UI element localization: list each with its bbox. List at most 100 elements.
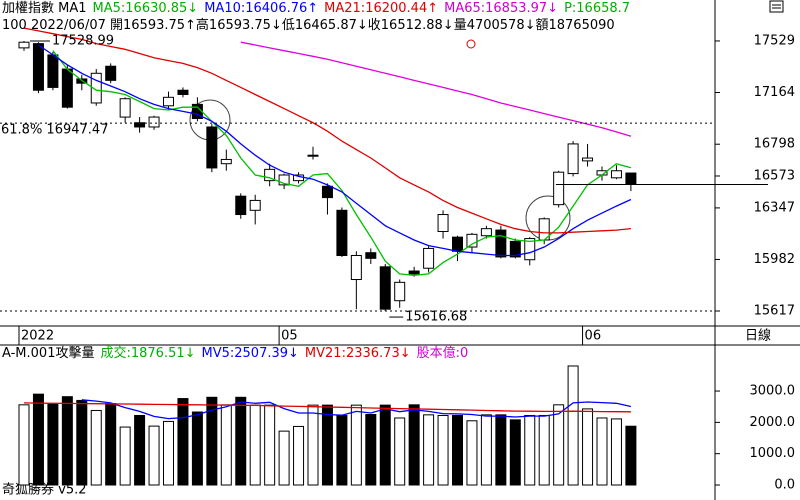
volume-bar bbox=[495, 414, 507, 486]
volume-bar bbox=[134, 414, 146, 486]
volume-plot bbox=[18, 365, 637, 486]
volume-bar bbox=[538, 414, 550, 486]
candle-body bbox=[134, 122, 146, 128]
candle-body bbox=[379, 266, 391, 310]
candle-body bbox=[394, 281, 406, 302]
line-series bbox=[23, 27, 631, 234]
x-tick-label: 05 bbox=[281, 329, 298, 344]
volume-bar bbox=[32, 393, 44, 486]
volume-bar bbox=[191, 411, 203, 486]
candle-body bbox=[321, 185, 333, 199]
y-tick-label: 17164 bbox=[754, 85, 795, 100]
y-tick-label: 1000.0 bbox=[750, 446, 796, 461]
volume-bar bbox=[278, 430, 290, 486]
volume-bar bbox=[567, 365, 579, 486]
volume-header: A-M.001攻擊量 成交:1876.51↓ MV5:2507.39↓ MV21:23… bbox=[2, 346, 474, 361]
volume-bar bbox=[47, 403, 59, 486]
candle-body bbox=[177, 89, 189, 95]
period-label: 日線 bbox=[745, 328, 771, 344]
volume-bar bbox=[524, 414, 536, 486]
candle-body bbox=[148, 116, 160, 128]
candle-body bbox=[206, 126, 218, 169]
volume-bar bbox=[293, 425, 305, 486]
candle-body bbox=[625, 172, 637, 185]
volume-bar bbox=[596, 417, 608, 486]
candle-body bbox=[278, 174, 290, 186]
candle-body bbox=[307, 154, 319, 157]
volume-header-item: MV21:2336.73↓ bbox=[304, 346, 411, 361]
volume-bar bbox=[423, 414, 435, 486]
candle-body bbox=[32, 43, 44, 91]
candle-body bbox=[509, 240, 521, 258]
volume-bar bbox=[610, 418, 622, 486]
volume-bar bbox=[365, 414, 377, 486]
volume-bar bbox=[321, 404, 333, 486]
candle-body bbox=[610, 170, 622, 179]
header-item: MA5:16630.85↓ bbox=[92, 1, 199, 16]
candle-body bbox=[524, 238, 536, 261]
volume-bar bbox=[264, 404, 276, 486]
y-tick-label: 17529 bbox=[754, 33, 795, 48]
volume-bar bbox=[553, 404, 565, 486]
candle-body bbox=[437, 214, 449, 232]
y-tick-label: 2000.0 bbox=[750, 415, 796, 430]
volume-bar bbox=[220, 404, 232, 486]
candle-body bbox=[452, 236, 463, 252]
volume-bar bbox=[119, 426, 131, 486]
volume-bar bbox=[582, 408, 594, 486]
volume-bar bbox=[235, 396, 247, 486]
candle-body bbox=[495, 229, 507, 258]
volume-bar bbox=[105, 403, 117, 486]
candle-body bbox=[567, 143, 579, 175]
candle-body bbox=[47, 54, 59, 88]
y-tick-label: 3000.0 bbox=[750, 384, 796, 399]
volume-bar bbox=[509, 419, 521, 486]
candle-body bbox=[264, 168, 276, 182]
volume-header-item: 股本億:0 bbox=[416, 346, 469, 361]
volume-bar bbox=[336, 414, 348, 486]
candle-body bbox=[119, 98, 131, 118]
header-item: MA21:16200.44↑ bbox=[324, 1, 439, 16]
candle-body bbox=[249, 199, 261, 211]
volume-bar bbox=[90, 409, 102, 486]
candle-body bbox=[350, 255, 362, 281]
x-tick-label: 06 bbox=[585, 329, 602, 344]
y-tick-label: 15617 bbox=[754, 304, 795, 319]
volume-bar bbox=[61, 396, 73, 486]
candle-body bbox=[553, 171, 565, 206]
y-tick-label: 16347 bbox=[754, 200, 795, 215]
header-line: 加權指數 MA1 MA5:16630.85↓ MA10:16406.76↑ MA21:… bbox=[2, 1, 636, 16]
x-tick-label: 2022 bbox=[21, 329, 54, 344]
candle-body bbox=[61, 68, 73, 108]
volume-bar bbox=[394, 417, 406, 486]
header-item: P:16658.7 bbox=[564, 1, 631, 16]
volume-bar bbox=[249, 404, 261, 486]
header-title: 加權指數 MA1 bbox=[2, 1, 87, 16]
candle-body bbox=[220, 158, 232, 165]
window-icon[interactable] bbox=[769, 0, 784, 13]
candle-body bbox=[105, 65, 117, 81]
line-series bbox=[23, 402, 631, 413]
volume-bar bbox=[206, 396, 218, 486]
candle-body bbox=[336, 209, 348, 257]
candle-body bbox=[235, 195, 247, 216]
volume-bar bbox=[148, 425, 160, 486]
candle-body bbox=[582, 157, 594, 162]
candle-body bbox=[423, 247, 435, 269]
footer: 奇狐勝券 v5.2 bbox=[2, 482, 87, 498]
volume-bar bbox=[350, 404, 362, 486]
candle-body bbox=[466, 233, 478, 248]
y-tick-label: 16798 bbox=[754, 137, 795, 152]
line-series bbox=[38, 44, 632, 257]
y-tick-label: 15982 bbox=[754, 252, 795, 267]
quote-line: 100 2022/06/07 開16593.75↑高16593.75↓低1646… bbox=[2, 18, 621, 33]
volume-bar bbox=[408, 404, 420, 486]
volume-bar bbox=[177, 398, 189, 486]
price-plot bbox=[18, 27, 637, 312]
y-tick-label: 0.0 bbox=[774, 478, 795, 493]
candle-body bbox=[18, 41, 30, 49]
line-series bbox=[81, 399, 632, 420]
marker-circle bbox=[466, 39, 476, 49]
